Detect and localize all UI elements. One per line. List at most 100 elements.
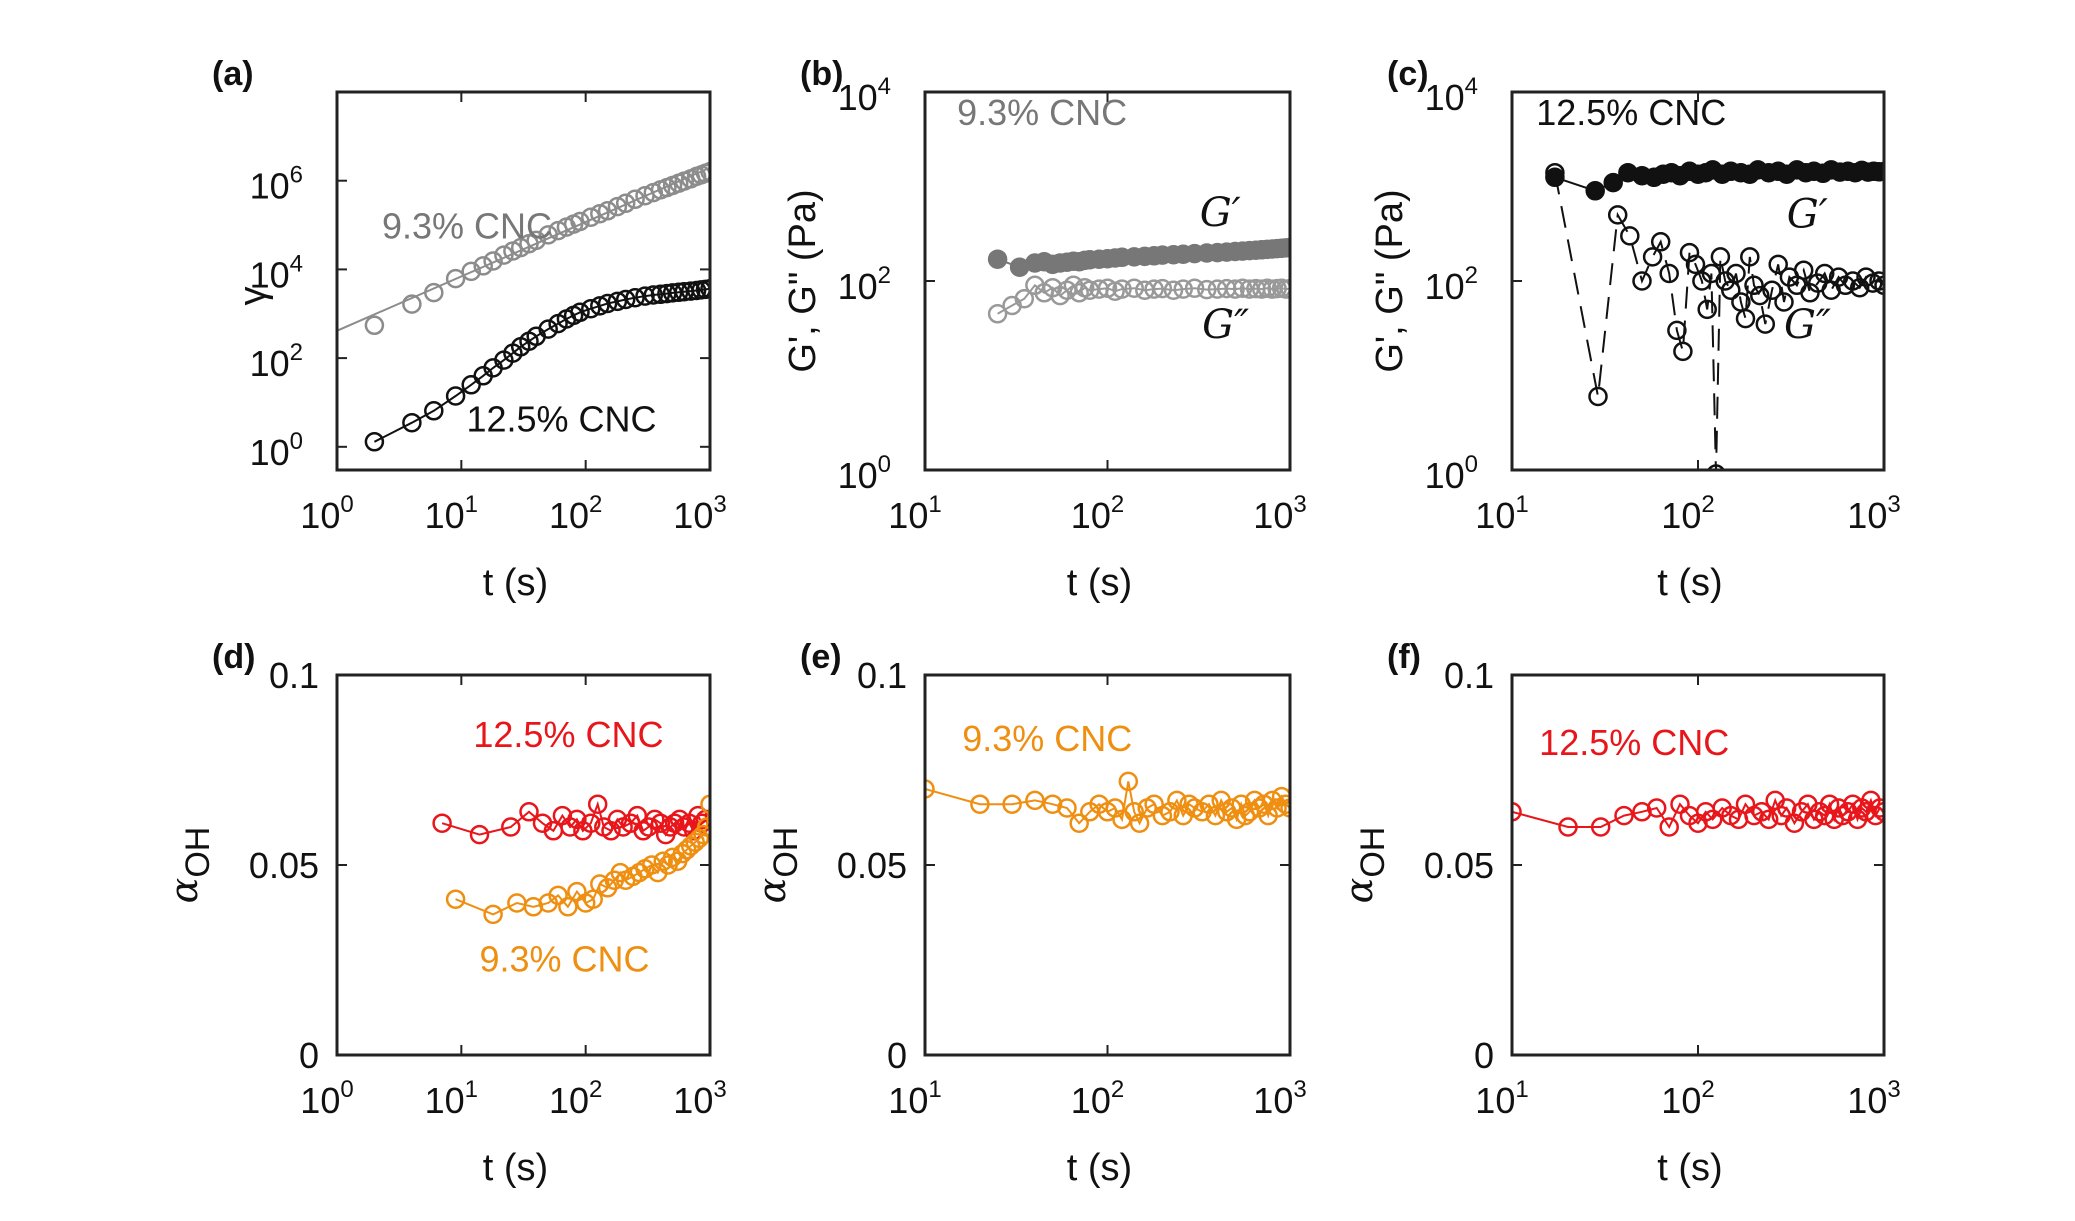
modulus-label: G″ [1784,302,1831,348]
x-tick-label: 103 [673,1076,726,1121]
y-tick-label: 0.05 [837,845,907,886]
x-tick-label: 100 [300,491,353,536]
x-tick-label-exponent: 0 [340,491,353,518]
y-tick-label: 104 [250,250,303,295]
data-layer [1545,160,1884,470]
data-point [445,268,466,289]
data-point [662,283,683,303]
data-layer [432,794,710,925]
data-point [1112,279,1132,299]
data-point [970,794,990,814]
modulus-label-prime: ′ [1232,190,1241,236]
data-point [1118,771,1139,792]
y-tick-label: 0.05 [1424,845,1494,886]
data-point [700,794,710,814]
data-point [473,256,493,276]
data-point [664,813,685,833]
x-tick-label: 103 [1253,491,1306,536]
data-point [1199,794,1219,814]
data-point [925,779,935,799]
data-point [1144,279,1164,299]
data-point [674,817,694,837]
y-tick-label: 0 [887,1035,907,1076]
data-point [650,813,671,833]
data-point [570,302,590,323]
x-tick-label-base: 10 [1071,1080,1111,1121]
x-tick-label: 100 [300,1076,353,1121]
x-tick-label: 102 [1071,491,1124,536]
modulus-label-base: G [1787,191,1819,237]
y-tick-label-exponent: 0 [878,451,891,478]
data-point [1069,283,1089,303]
data-point [1679,242,1700,263]
x-tick-label-base: 10 [1661,495,1701,536]
data-point [1232,278,1253,298]
x-axis-label: t (s) [483,1147,548,1189]
y-tick-label: 0.1 [857,655,907,696]
data-point [633,821,653,841]
data-layer [925,771,1290,833]
y-tick-label-base: 10 [838,266,878,307]
data-point [1025,790,1045,811]
data-point [567,809,587,830]
plot-frame [923,90,1292,472]
data-point [402,412,422,433]
y-tick-label: 0.1 [269,655,319,696]
data-point [581,813,601,833]
data-point [526,230,546,251]
x-tick-label-exponent: 3 [1887,491,1900,518]
data-point [607,196,628,217]
y-tick-label-exponent: 4 [878,73,891,100]
data-point [483,904,503,925]
x-tick-label-exponent: 3 [1293,1076,1306,1103]
x-tick-label-exponent: 2 [1701,491,1714,518]
data-point [601,821,621,841]
y-axis-label: αOH [1337,827,1392,904]
data-point [445,889,466,909]
data-point [1152,278,1173,299]
data-point [1129,813,1150,833]
y-tick-label-exponent: 4 [290,250,303,277]
panel-label: (d) [212,638,255,676]
panel-label: (a) [212,55,254,93]
x-tick-label-exponent: 2 [1111,1076,1124,1103]
data-point [432,813,452,833]
data-point [1173,279,1193,299]
data-point [607,291,628,312]
y-tick-label-base: 10 [1425,455,1465,496]
plot-frame [335,673,712,1057]
x-tick-label-exponent: 3 [1293,491,1306,518]
data-point [1545,162,1565,183]
data-point [1697,299,1717,320]
data-point [402,294,422,314]
data-point [1124,278,1144,298]
data-point [364,315,385,336]
y-tick-label-exponent: 2 [1465,262,1478,289]
y-tick-label-exponent: 6 [290,162,303,189]
data-point [987,304,1008,324]
x-tick-label: 102 [1071,1076,1124,1121]
data-point [581,298,601,319]
data-point [1607,205,1628,225]
y-axis-label: αOH [162,827,217,904]
data-point [1588,386,1608,407]
x-tick-label: 102 [549,491,602,536]
data-point [1650,232,1671,252]
x-tick-label-exponent: 1 [465,1076,478,1103]
x-tick-label: 101 [1475,491,1528,536]
x-tick-label: 102 [549,1076,602,1121]
data-point [635,286,655,306]
x-tick-label-exponent: 2 [589,491,602,518]
data-point [483,251,503,271]
data-point [696,817,710,837]
data-point [1197,279,1217,300]
data-point [1002,794,1022,814]
modulus-label-prime: ″ [1816,302,1831,348]
data-point [615,289,636,310]
x-tick-label-exponent: 2 [1111,491,1124,518]
data-point [1774,292,1794,312]
y-tick-label: 100 [250,428,303,473]
